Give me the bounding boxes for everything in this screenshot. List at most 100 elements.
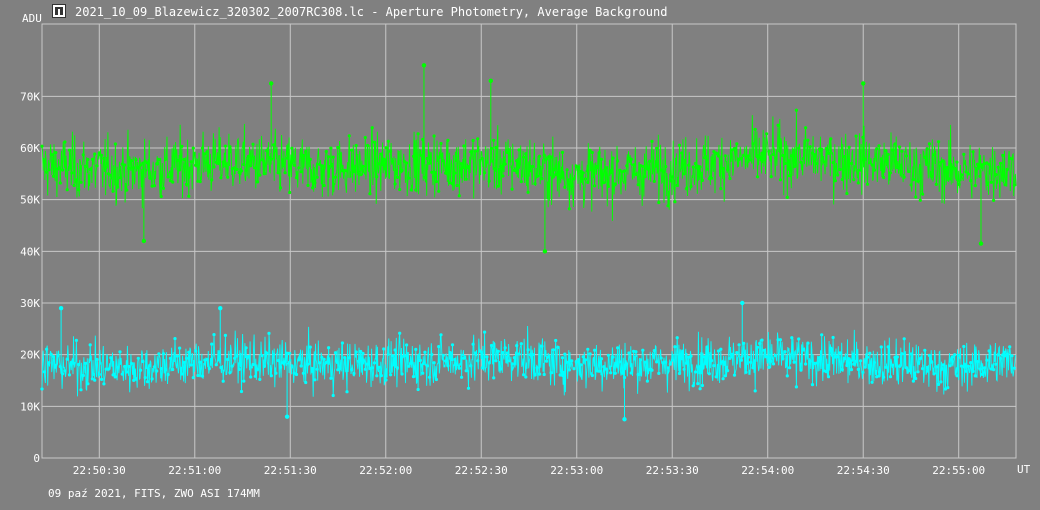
series-1-point <box>666 366 670 370</box>
series-0-point <box>939 160 943 164</box>
series-0-point <box>354 143 358 148</box>
series-1-point <box>141 359 145 364</box>
series-1-point <box>276 358 280 363</box>
series-1-point <box>888 375 893 379</box>
series-1-point <box>693 370 698 374</box>
series-0-point <box>769 175 773 179</box>
series-0-point <box>464 177 468 181</box>
series-0-point <box>909 183 913 187</box>
series-0-point <box>746 154 750 158</box>
series-0-point <box>675 183 679 187</box>
series-0-point <box>290 146 294 150</box>
series-1-point <box>930 360 934 364</box>
series-0-point <box>934 182 938 186</box>
series-1-point <box>735 351 739 355</box>
series-1-point <box>739 358 744 362</box>
series-1-point <box>700 383 705 388</box>
series-0-point <box>494 145 498 150</box>
series-0-point <box>400 168 404 173</box>
series-0-point <box>785 195 789 199</box>
series-1-point <box>721 377 725 381</box>
series-0-point <box>244 168 248 172</box>
series-0-point <box>148 176 152 180</box>
series-0-point <box>113 142 117 146</box>
series-0-point <box>781 153 785 158</box>
series-1-point <box>703 355 707 359</box>
series-0-point <box>377 162 381 166</box>
series-1-point <box>563 352 567 356</box>
series-0-point <box>655 146 659 150</box>
series-1-point <box>854 359 858 363</box>
photometry-app-icon[interactable] <box>52 4 66 18</box>
series-1-point <box>340 341 344 345</box>
series-0-point <box>411 154 416 158</box>
series-1-point <box>714 375 718 379</box>
series-1-point <box>148 363 152 367</box>
series-0-point <box>382 157 386 161</box>
series-0-point <box>191 146 195 150</box>
series-1-point <box>400 372 404 376</box>
series-1-point <box>168 356 172 360</box>
series-0-point <box>843 155 847 159</box>
series-0-point <box>774 156 778 160</box>
series-1-point <box>200 374 205 378</box>
series-1-point <box>551 348 556 352</box>
series-0-point <box>207 164 211 168</box>
series-0-point <box>492 138 496 142</box>
series-1-point <box>574 360 578 364</box>
series-0-point <box>379 152 383 156</box>
series-0-point <box>797 146 801 150</box>
y-tick-label: 10K <box>20 400 40 413</box>
series-1-point <box>900 352 904 356</box>
series-1-point <box>519 342 523 346</box>
series-1-point <box>728 356 732 360</box>
series-0-point <box>393 182 397 186</box>
series-1-point <box>620 371 624 375</box>
series-0-point <box>450 182 455 186</box>
series-1-point <box>217 358 221 362</box>
series-1-point <box>439 333 443 337</box>
series-1-point <box>503 346 507 350</box>
series-1-point <box>65 357 69 361</box>
series-1-point <box>233 356 237 360</box>
series-1-point <box>852 362 856 366</box>
series-1-point <box>45 347 49 351</box>
series-1-point <box>567 368 572 372</box>
series-0-point <box>441 159 445 163</box>
series-0-point <box>315 175 319 179</box>
series-0-point <box>966 172 971 176</box>
series-0-point <box>336 145 340 150</box>
series-0-point <box>888 171 893 175</box>
series-0-point <box>276 171 280 175</box>
series-0-point <box>333 175 338 179</box>
series-1-point <box>393 348 397 352</box>
series-1-point <box>826 375 831 379</box>
series-0-point <box>294 176 299 180</box>
series-0-point <box>299 170 303 174</box>
series-0-point <box>946 166 950 170</box>
series-0-point <box>90 157 94 161</box>
series-0-point <box>971 150 975 154</box>
series-1-point <box>840 368 844 372</box>
series-1-point <box>586 347 590 351</box>
series-0-point <box>106 172 111 176</box>
series-0-point <box>813 153 817 157</box>
series-1-point <box>831 335 835 340</box>
series-1-point <box>256 367 260 371</box>
series-0-point <box>127 166 131 170</box>
series-0-point <box>783 161 787 166</box>
series-0-point <box>792 165 796 169</box>
series-1-point <box>324 360 328 364</box>
series-1-point <box>856 367 860 371</box>
series-0-point <box>499 164 503 169</box>
series-0-point <box>728 176 732 181</box>
series-0-point <box>508 159 512 163</box>
series-0-point <box>659 168 663 172</box>
series-0-point <box>849 161 854 166</box>
series-0-point <box>794 108 799 112</box>
series-0-point <box>363 135 367 140</box>
series-0-point <box>522 155 526 159</box>
series-0-point <box>900 149 904 153</box>
series-0-point <box>1012 183 1016 187</box>
